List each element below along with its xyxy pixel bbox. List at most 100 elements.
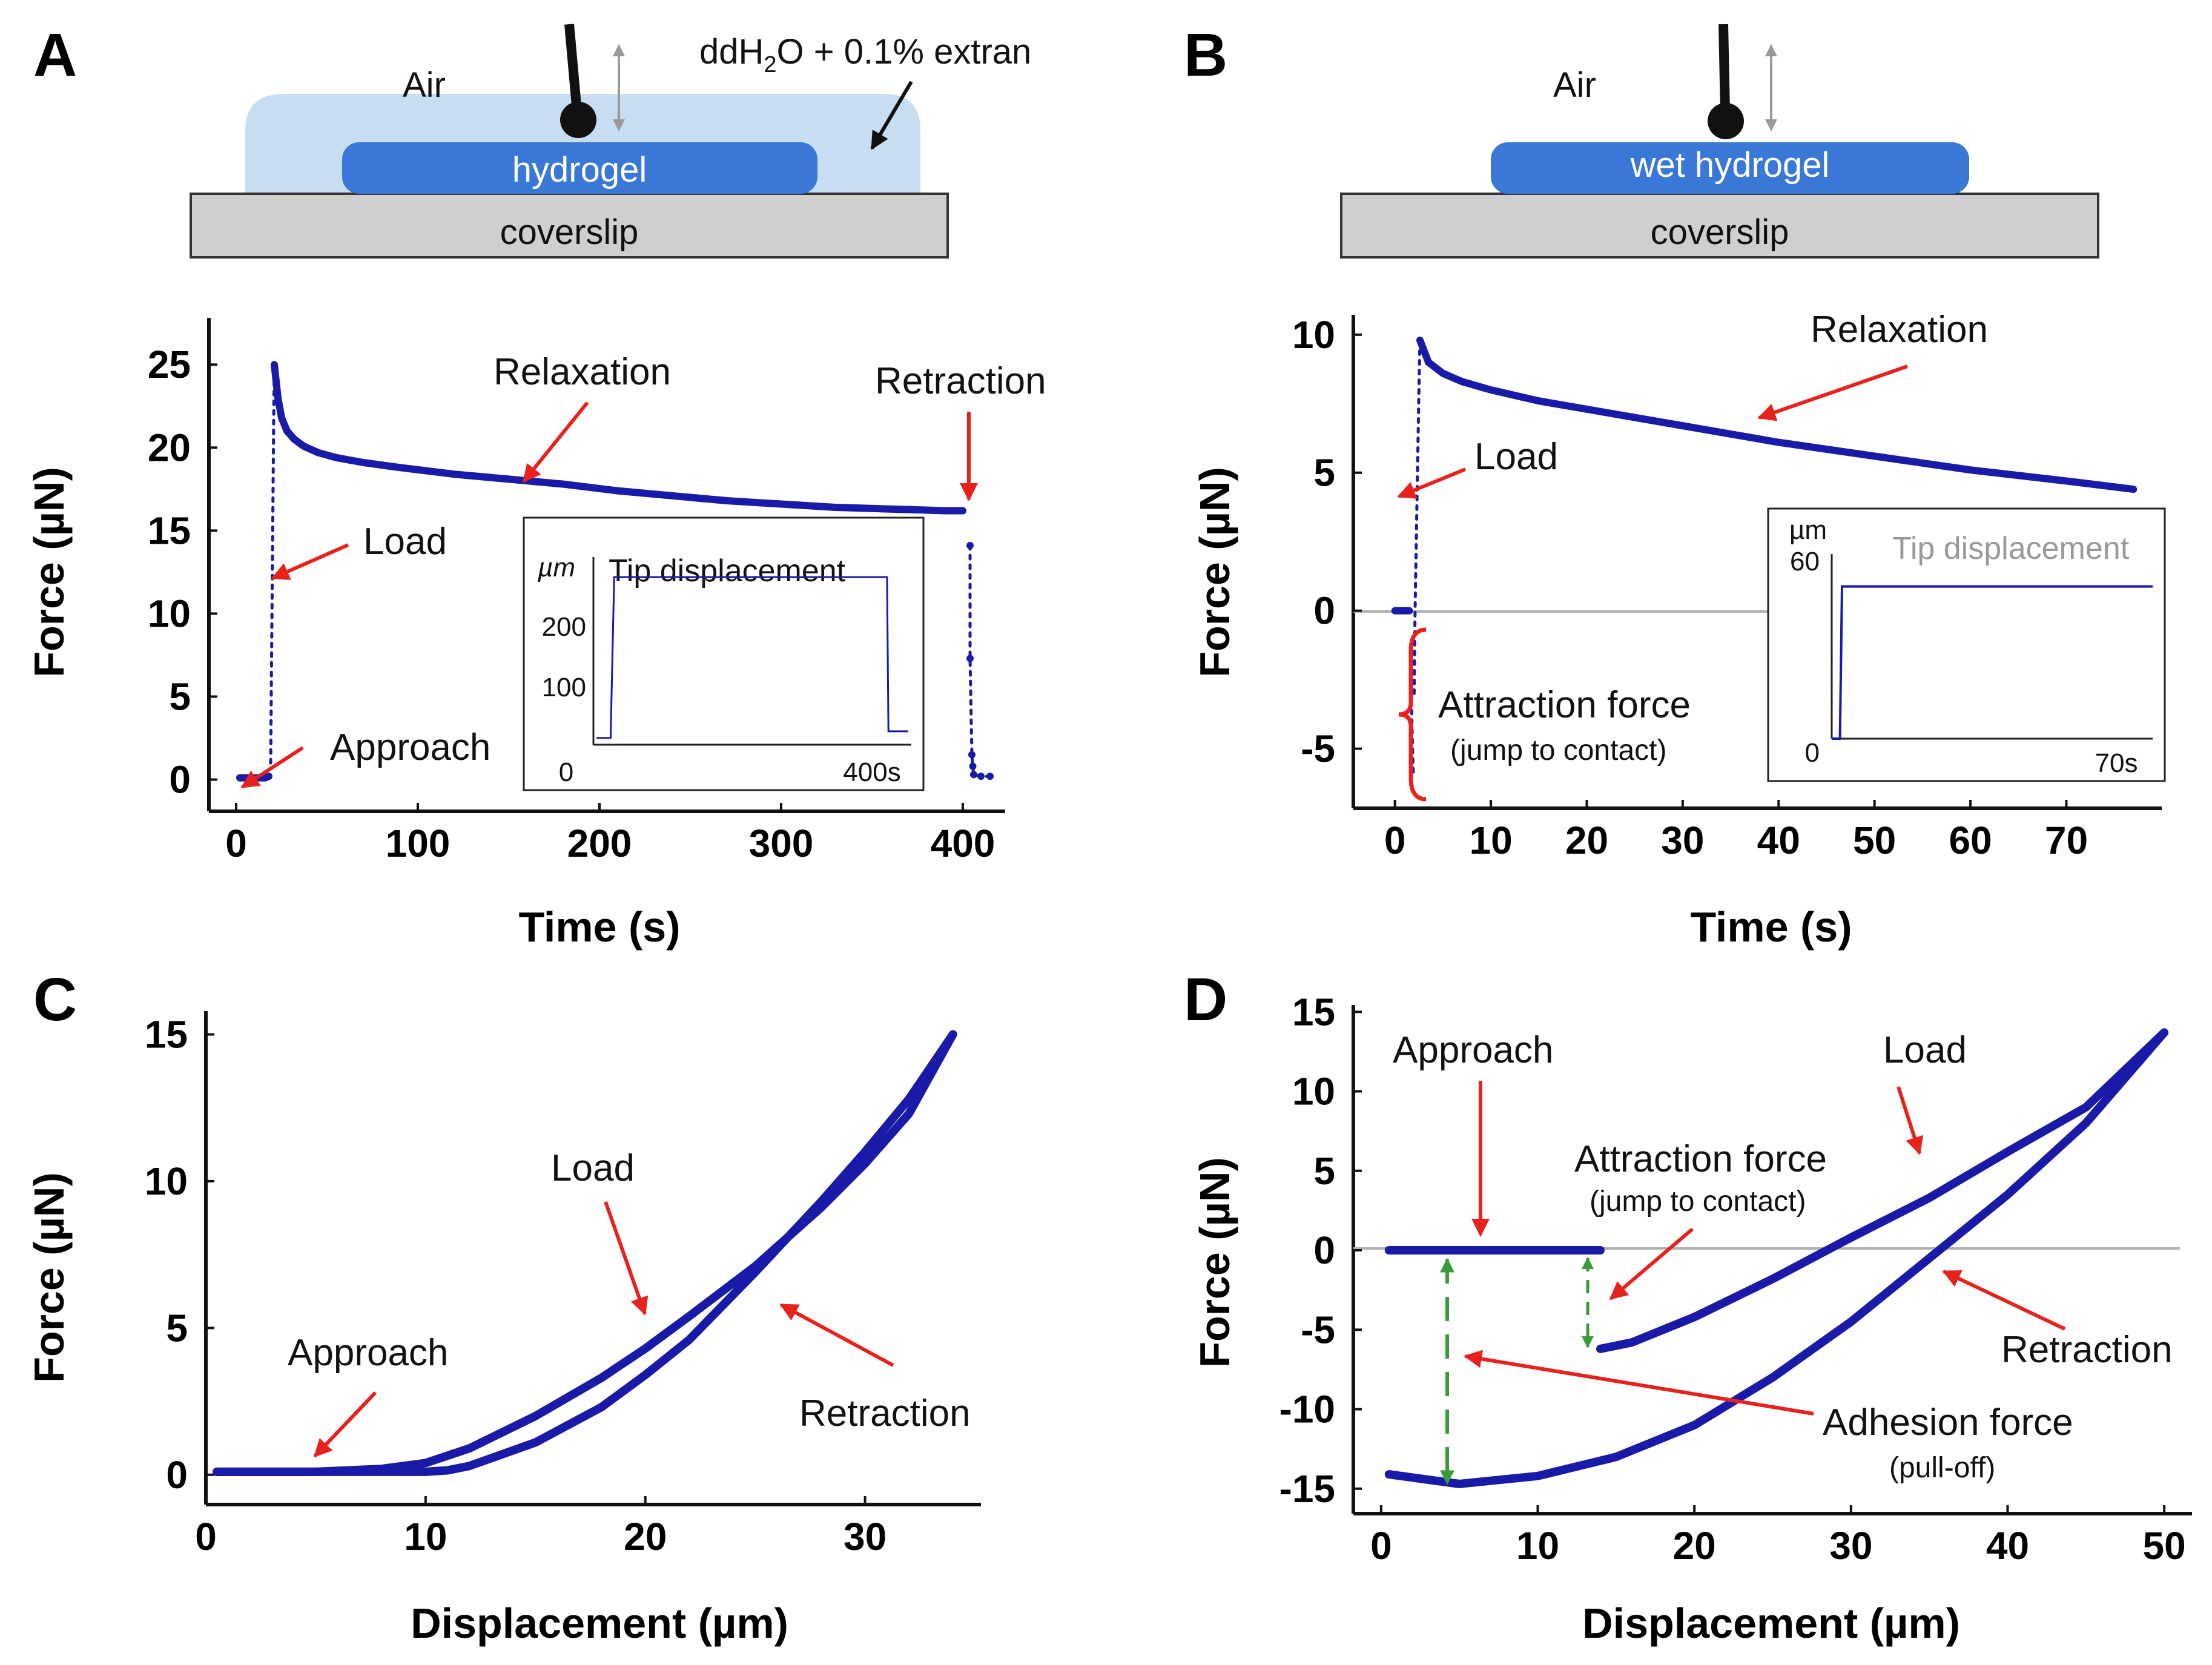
y-tick-label: 15: [145, 1012, 188, 1056]
x-tick-label: 0: [1370, 1524, 1392, 1568]
chart-d: Displacement (µm) Force (µN) 0 10 20 30 40 50…: [1191, 990, 2192, 1647]
x-tick-label: 40: [1986, 1524, 2029, 1568]
inset-xtick-end: 400s: [843, 757, 900, 787]
x-tick-label: 30: [844, 1515, 886, 1558]
inset-unit: µm: [537, 553, 575, 582]
annotation-arrow-retraction: [1942, 1270, 2066, 1331]
x-axis-label: Displacement (µm): [1582, 1600, 1960, 1647]
data-lines: [213, 1030, 957, 1476]
annotation-retraction: Retraction: [2001, 1329, 2173, 1371]
ticks: 0 10 20 30 40 50 60 70 -5 0 5 10: [1292, 313, 2088, 862]
medium-label: ddH2O + 0.1% extran: [699, 32, 1031, 77]
x-tick-label: 100: [386, 822, 451, 865]
y-tick-label: 0: [1313, 589, 1335, 633]
inset-series: [1832, 585, 2153, 740]
y-axis-label: Force (µN): [1191, 467, 1238, 678]
annotation-approach: Approach: [330, 727, 490, 768]
annotation-relaxation: Relaxation: [494, 351, 671, 393]
data-point: [966, 654, 974, 662]
panel-label-a: A: [33, 21, 77, 89]
substrate-label: coverslip: [500, 213, 639, 252]
x-tick-label: 30: [1661, 819, 1704, 862]
x-tick-label: 10: [1469, 819, 1512, 862]
gel-label: hydrogel: [512, 150, 647, 190]
ticks: 0 100 200 300 400 0 5 10 15 20 25: [148, 343, 995, 865]
data-point: [966, 542, 974, 550]
schematic-b: Air wet hydrogel coverslip: [1340, 24, 2099, 259]
cantilever: [564, 24, 582, 113]
y-tick-label: 5: [1313, 1149, 1335, 1193]
y-tick-label: 10: [1292, 313, 1335, 357]
y-tick-label: 10: [1292, 1070, 1335, 1113]
annotation-attraction: Attraction force: [1574, 1138, 1827, 1180]
series-load: [1596, 1028, 2169, 1353]
probe-tip: [560, 102, 596, 138]
inset-xtick-end: 70s: [2095, 748, 2138, 778]
probe-tip: [1708, 103, 1744, 139]
inset-title: Tip displacement: [1892, 531, 2130, 566]
y-tick-label: 5: [169, 675, 191, 719]
x-tick-label: 20: [624, 1515, 667, 1558]
x-tick-label: 0: [225, 822, 247, 865]
chart-c: Displacement (µm) Force (µN) 0 10 20 30 0 5 10…: [25, 1011, 981, 1647]
x-tick-label: 10: [1516, 1524, 1559, 1568]
air-label: Air: [403, 65, 446, 105]
y-tick-label: 10: [148, 592, 191, 635]
y-axis-label: Force (µN): [25, 1172, 73, 1383]
inset-ytick: 0: [1805, 738, 1820, 768]
series-retraction: [213, 1030, 957, 1476]
annotation-arrow-load: [1897, 1086, 1924, 1155]
coverslip: [1340, 193, 2099, 259]
annotation-arrow-load: [1397, 467, 1467, 499]
panel-label-c: C: [33, 966, 77, 1034]
y-tick-label: 10: [145, 1159, 188, 1203]
annotation-arrow-attraction: [1609, 1227, 1694, 1301]
annotation-load: Load: [1883, 1029, 1967, 1071]
y-tick-label: -10: [1279, 1388, 1336, 1431]
annotation-adhesion-sub: (pull-off): [1889, 1452, 1995, 1484]
x-tick-label: 400: [931, 822, 995, 865]
x-tick-label: 40: [1757, 819, 1800, 862]
inset-unit: µm: [1789, 515, 1827, 545]
x-tick-label: 0: [1384, 819, 1406, 862]
annotation-load: Load: [551, 1147, 635, 1189]
y-tick-label: 0: [166, 1453, 188, 1497]
panel-label-d: D: [1184, 966, 1227, 1034]
medium-pointer: [870, 81, 913, 150]
x-tick-label: 50: [1853, 819, 1896, 862]
data-point: [977, 773, 985, 780]
inset-b: Tip displacement µm 60 0 70s: [1767, 507, 2166, 782]
inset-a: Tip displacement µm 200 100 0 400s: [523, 516, 925, 791]
inset-ytick: 60: [1790, 547, 1820, 576]
y-tick-label: 15: [148, 509, 191, 552]
annotation-arrow-adhesion: [1464, 1350, 1814, 1416]
annotation-relaxation: Relaxation: [1811, 309, 1988, 351]
x-axis-label: Time (s): [518, 903, 680, 951]
annotation-arrow-relaxation: [522, 401, 589, 483]
schematic-a: Air ddH2O + 0.1% extran hydrogel coversl…: [190, 24, 1031, 259]
annotation-arrow-approach: [313, 1391, 377, 1458]
series-retraction: [968, 544, 992, 778]
annotation-arrow-retraction: [779, 1303, 894, 1367]
air-label: Air: [1553, 65, 1596, 105]
y-axis-label: Force (µN): [25, 467, 73, 678]
annotation-attraction: Attraction force: [1438, 684, 1691, 726]
data-point: [969, 762, 977, 770]
x-tick-label: 20: [1673, 1524, 1716, 1568]
x-tick-label: 20: [1565, 819, 1608, 862]
wet-hydrogel: [1491, 142, 1969, 194]
y-tick-label: -5: [1301, 1308, 1335, 1351]
annotation-retraction: Retraction: [799, 1393, 971, 1434]
series-load: [1412, 338, 1422, 695]
data-point: [968, 751, 976, 759]
coverslip: [190, 193, 949, 259]
annotation-arrow-load: [604, 1201, 649, 1316]
annotation-retraction: Retraction: [875, 360, 1046, 402]
chart-a: Time (s) Force (µN) 0 100 200 300 4000510152…: [25, 318, 1046, 951]
x-tick-label: 0: [195, 1515, 217, 1558]
annotation-attraction-sub: (jump to contact): [1590, 1185, 1806, 1218]
annotation-approach: Approach: [1393, 1029, 1553, 1071]
inset-xtick-start: 0: [559, 757, 573, 787]
y-tick-label: 15: [1292, 990, 1335, 1034]
